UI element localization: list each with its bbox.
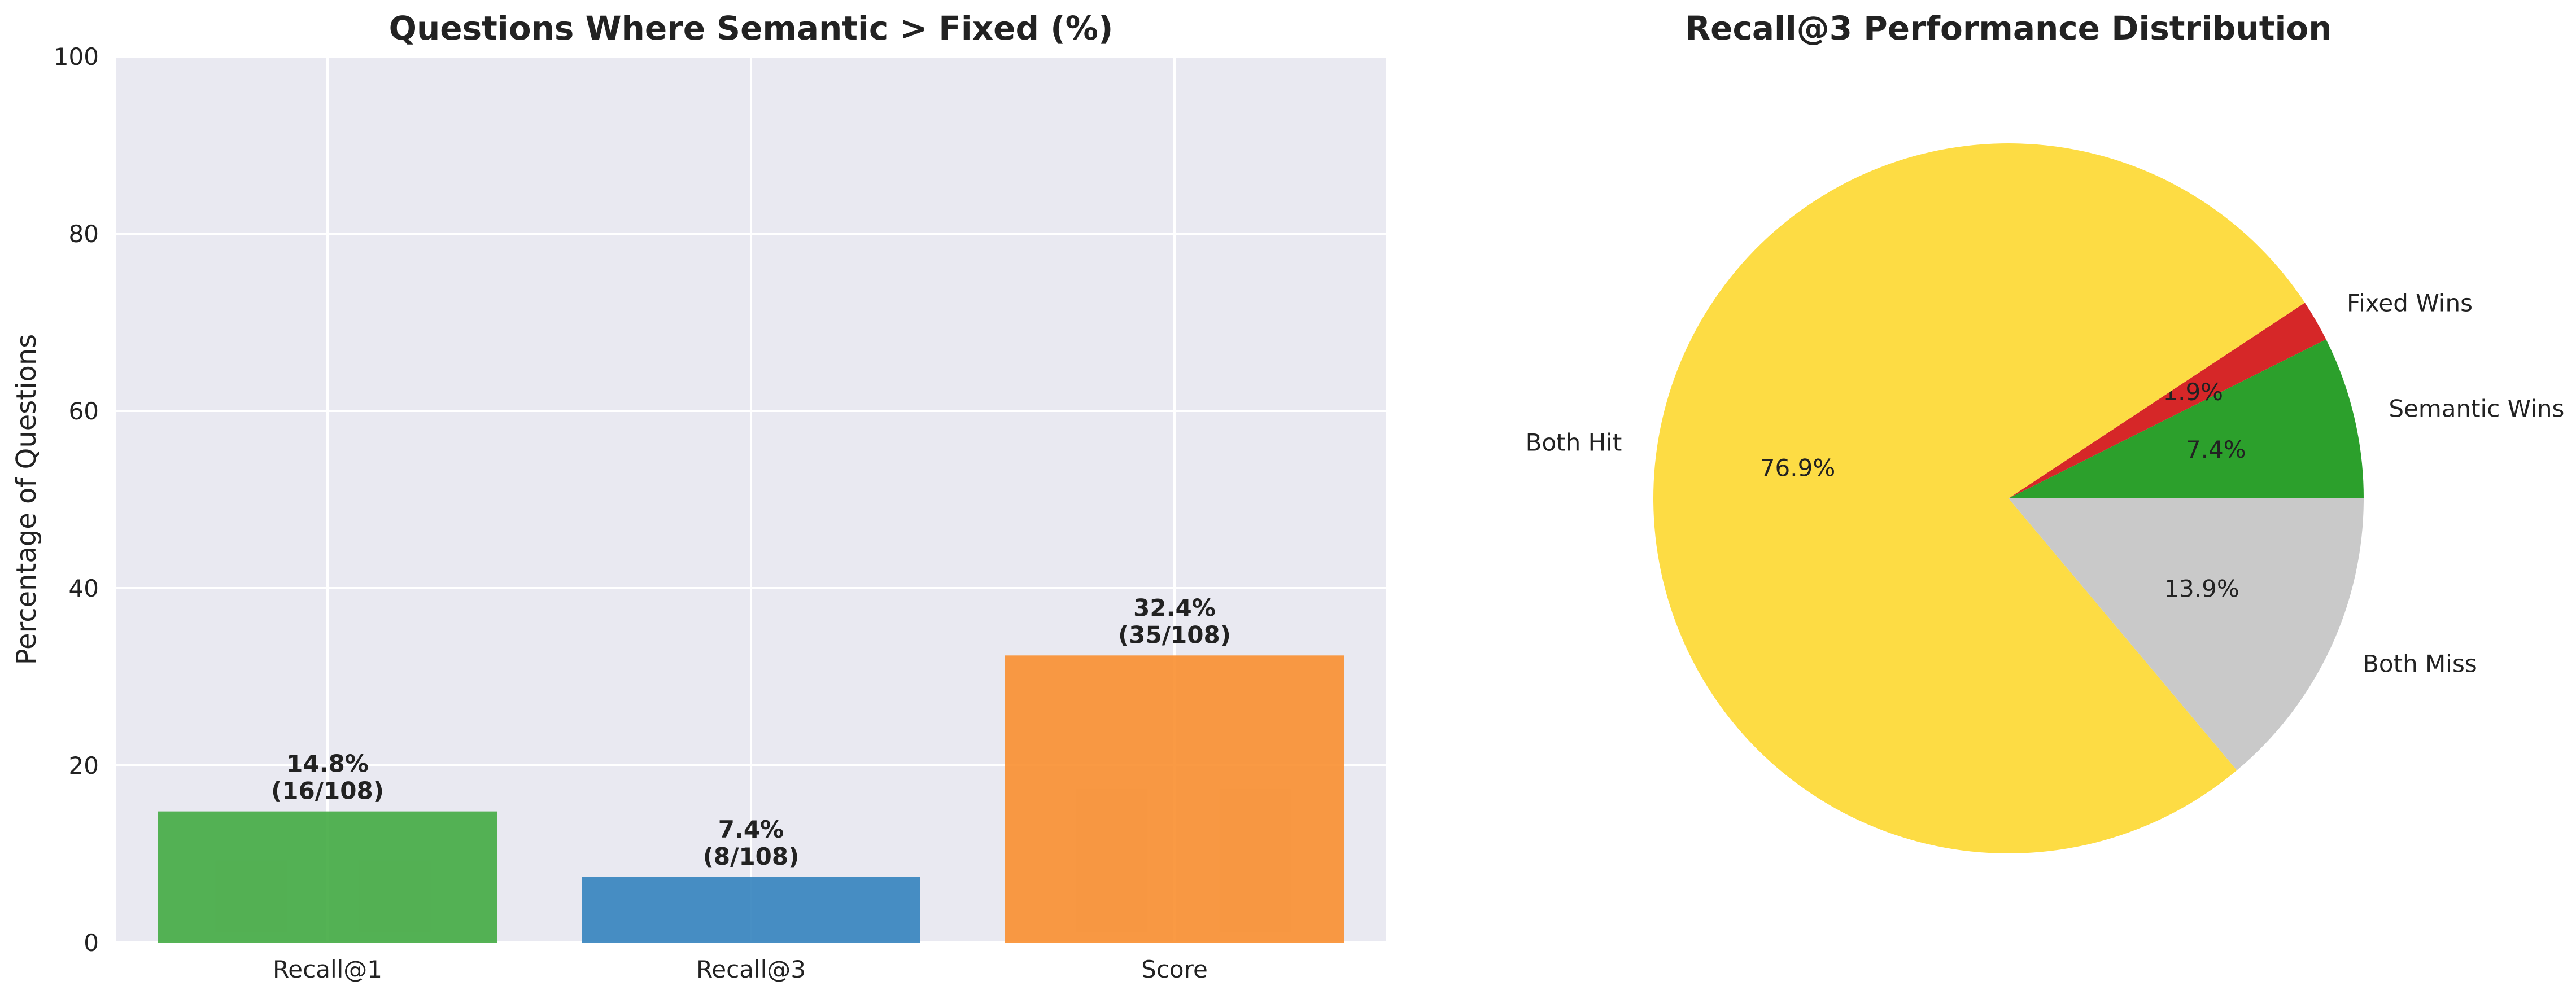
pie-slice	[2009, 303, 2326, 498]
pie-slice	[2009, 339, 2364, 498]
pie-slice-label: Both Hit	[1526, 428, 1622, 456]
bar-count-label: (16/108)	[271, 777, 384, 805]
pie-slice	[2009, 498, 2364, 770]
x-tick-label: Recall@1	[273, 956, 382, 983]
bar-chart-title: Questions Where Semantic > Fixed (%)	[389, 9, 1114, 47]
y-tick-label: 40	[69, 575, 99, 602]
bar-value-label: 14.8%	[286, 750, 369, 778]
bar	[158, 811, 497, 943]
pie-slice-label: Both Miss	[2363, 650, 2477, 677]
pie-slice-label: Fixed Wins	[2347, 290, 2473, 317]
bar-count-label: (8/108)	[703, 843, 800, 870]
bar-count-label: (35/108)	[1118, 621, 1231, 649]
bar-value-label: 32.4%	[1133, 594, 1216, 621]
y-tick-label: 60	[69, 397, 99, 425]
pie-slice-label: Semantic Wins	[2389, 395, 2564, 423]
bar	[1005, 655, 1344, 943]
pie-percent-label: 7.4%	[2186, 436, 2246, 463]
y-tick-label: 80	[69, 220, 99, 248]
y-tick-label: 0	[84, 929, 99, 957]
pie-percent-label: 13.9%	[2164, 575, 2239, 602]
bar-chart: 0 20 40 60 80 100 14.8%(16/108) Recall@1 7.4%(8/…	[11, 9, 1386, 983]
pie-percent-label: 76.9%	[1760, 454, 1835, 482]
pie-chart-title: Recall@3 Performance Distribution	[1685, 9, 2332, 47]
y-tick-label: 20	[69, 752, 99, 779]
y-axis-label: Percentage of Questions	[11, 334, 42, 665]
bar-value-label: 7.4%	[718, 816, 784, 843]
x-tick-label: Score	[1141, 956, 1208, 983]
bar	[582, 877, 920, 943]
y-tick-label: 100	[54, 43, 99, 71]
x-tick-label: Recall@3	[696, 956, 806, 983]
pie-slice	[1653, 143, 2305, 853]
